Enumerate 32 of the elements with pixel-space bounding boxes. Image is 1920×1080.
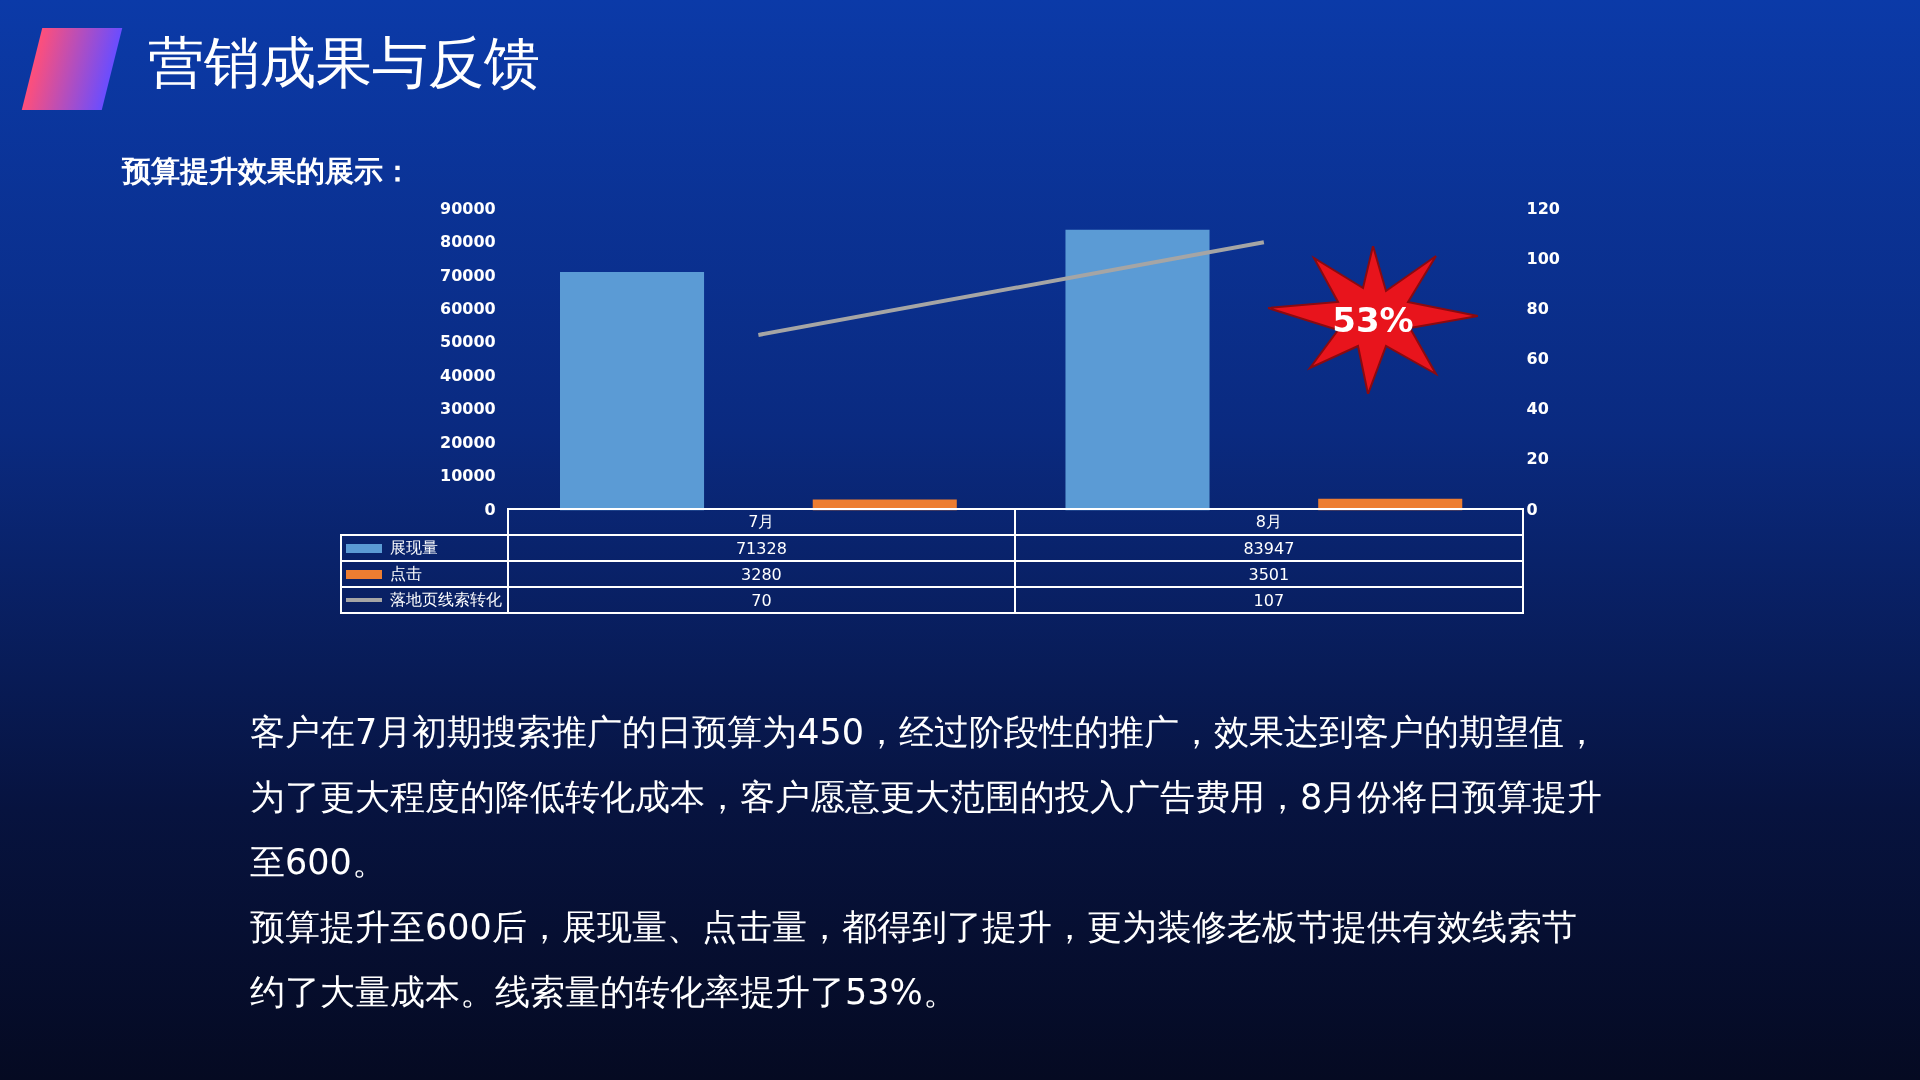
legend-label: 点击 bbox=[341, 561, 508, 588]
data-label: 3501 bbox=[1015, 561, 1523, 588]
data-label: 107 bbox=[1015, 587, 1523, 614]
y-tick-label: 80000 bbox=[439, 232, 496, 252]
y2-tick-label: 0 bbox=[1526, 499, 1538, 519]
data-label: 3280 bbox=[507, 561, 1016, 588]
text: 预算提升效果的展示： bbox=[122, 153, 412, 190]
y-tick-label: 40000 bbox=[439, 365, 496, 385]
y-tick-label: 20000 bbox=[439, 432, 496, 452]
y-tick-label: 30000 bbox=[439, 399, 496, 419]
y-tick-label: 10000 bbox=[439, 466, 496, 486]
y-tick-label: 90000 bbox=[439, 198, 496, 218]
text: 客户在7月初期搜索推广的日预算为450，经过阶段性的推广，效果达到客户的期望值，为了更大程度的降低转化成本，客户愿意更大范围的投入广告费用，8月份将日预算提升至600。 bbox=[250, 711, 1604, 884]
data-label: 70 bbox=[507, 587, 1016, 614]
legend-label: 展现量 bbox=[341, 535, 508, 562]
y-tick-label: 50000 bbox=[439, 332, 496, 352]
x-tick-label: 8月 bbox=[1015, 509, 1523, 536]
y2-tick-label: 80 bbox=[1526, 299, 1549, 319]
y-tick-label: 60000 bbox=[439, 299, 496, 319]
y2-tick-label: 120 bbox=[1526, 198, 1561, 218]
data-label: 71328 bbox=[507, 535, 1016, 562]
x-tick-label: 7月 bbox=[507, 509, 1016, 536]
text: 预算提升至600后，展现量、点击量，都得到了提升，更为装修老板节提供有效线索节约了大量成本。线索量的转化率提升了53%。 bbox=[250, 906, 1578, 1014]
legend-label: 落地页线索转化 bbox=[341, 587, 508, 614]
y-tick-label: 0 bbox=[484, 499, 496, 519]
y2-tick-label: 100 bbox=[1526, 248, 1561, 268]
data-label: 83947 bbox=[1015, 535, 1523, 562]
y2-tick-label: 20 bbox=[1526, 449, 1549, 469]
chart-title: 营销成果与反馈 bbox=[148, 29, 540, 97]
y2-tick-label: 40 bbox=[1526, 399, 1549, 419]
y-tick-label: 70000 bbox=[439, 265, 496, 285]
y2-tick-label: 60 bbox=[1526, 349, 1549, 369]
